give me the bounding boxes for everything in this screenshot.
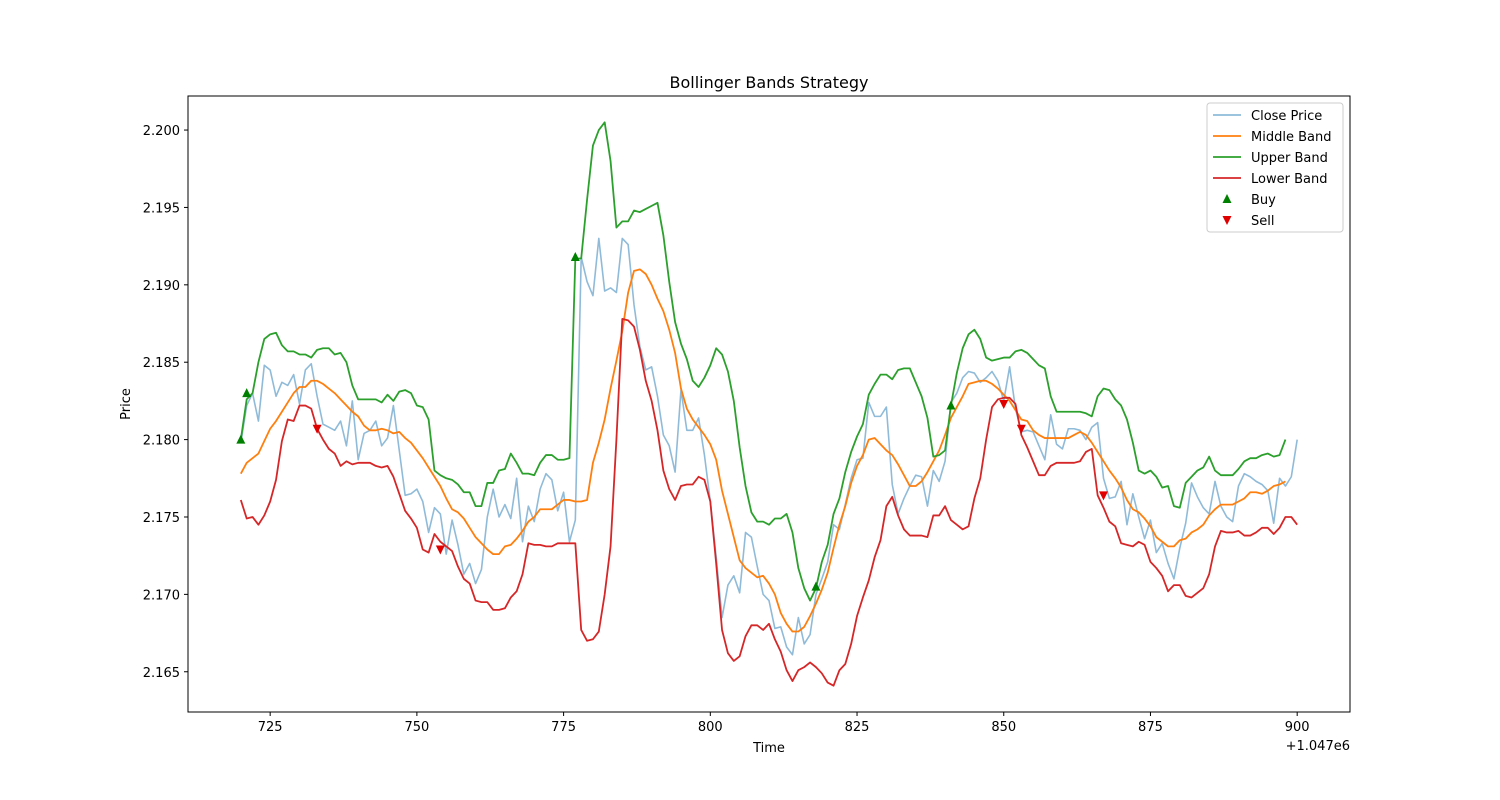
x-axis-ticks: 725 750 775 800 825 850 875 900 <box>258 712 1310 735</box>
sell-marker <box>435 545 445 555</box>
middle-band-line <box>240 268 1286 633</box>
x-tick-label: 725 <box>258 720 283 735</box>
buy-marker <box>946 400 956 410</box>
legend-label-upper-band: Upper Band <box>1251 151 1328 166</box>
y-tick-label: 2.185 <box>143 356 180 371</box>
legend-swatch-sell <box>1222 216 1232 225</box>
sell-marker <box>999 400 1009 409</box>
y-tick-label: 2.170 <box>143 588 180 603</box>
x-tick-label: 750 <box>404 720 429 735</box>
y-tick-label: 2.180 <box>143 434 180 449</box>
legend-label-middle-band: Middle Band <box>1251 130 1331 145</box>
buy-marker <box>236 434 246 444</box>
legend: Close Price Middle Band Upper Band Lower Ba… <box>1206 102 1344 233</box>
x-axis-label: Time <box>752 741 785 756</box>
buy-marker <box>570 251 580 261</box>
x-offset-label: +1.047e6 <box>1286 739 1350 754</box>
lower-band-line <box>239 317 1298 687</box>
chart-title: Bollinger Bands Strategy <box>670 73 869 92</box>
x-tick-label: 800 <box>698 720 723 735</box>
legend-label-buy: Buy <box>1251 193 1276 208</box>
y-tick-label: 2.190 <box>143 279 180 294</box>
y-axis-ticks: 2.165 2.170 2.175 2.180 2.185 2.190 2.195 2.200 <box>143 124 188 681</box>
legend-swatch-buy <box>1222 194 1232 203</box>
y-axis-label: Price <box>119 388 134 420</box>
upper-band-line <box>239 121 1287 602</box>
plot-area <box>187 95 1351 713</box>
legend-label-close-price: Close Price <box>1251 109 1322 124</box>
series-layer <box>239 121 1298 687</box>
x-tick-label: 850 <box>991 720 1016 735</box>
close-price-line <box>240 237 1298 656</box>
sell-marker <box>312 424 322 434</box>
buy-marker <box>242 388 252 398</box>
y-tick-label: 2.200 <box>143 124 180 139</box>
legend-label-sell: Sell <box>1251 214 1274 229</box>
marker-layer <box>236 251 1109 591</box>
x-tick-label: 825 <box>845 720 870 735</box>
x-tick-label: 875 <box>1138 720 1163 735</box>
buy-marker <box>811 581 821 591</box>
x-tick-label: 775 <box>551 720 576 735</box>
sell-marker <box>1099 491 1109 501</box>
y-tick-label: 2.165 <box>143 666 180 681</box>
legend-label-lower-band: Lower Band <box>1251 172 1327 187</box>
y-tick-label: 2.195 <box>143 201 180 216</box>
x-tick-label: 900 <box>1285 720 1310 735</box>
y-tick-label: 2.175 <box>143 511 180 526</box>
axes-frame <box>187 95 1351 713</box>
sell-marker <box>1016 424 1026 434</box>
